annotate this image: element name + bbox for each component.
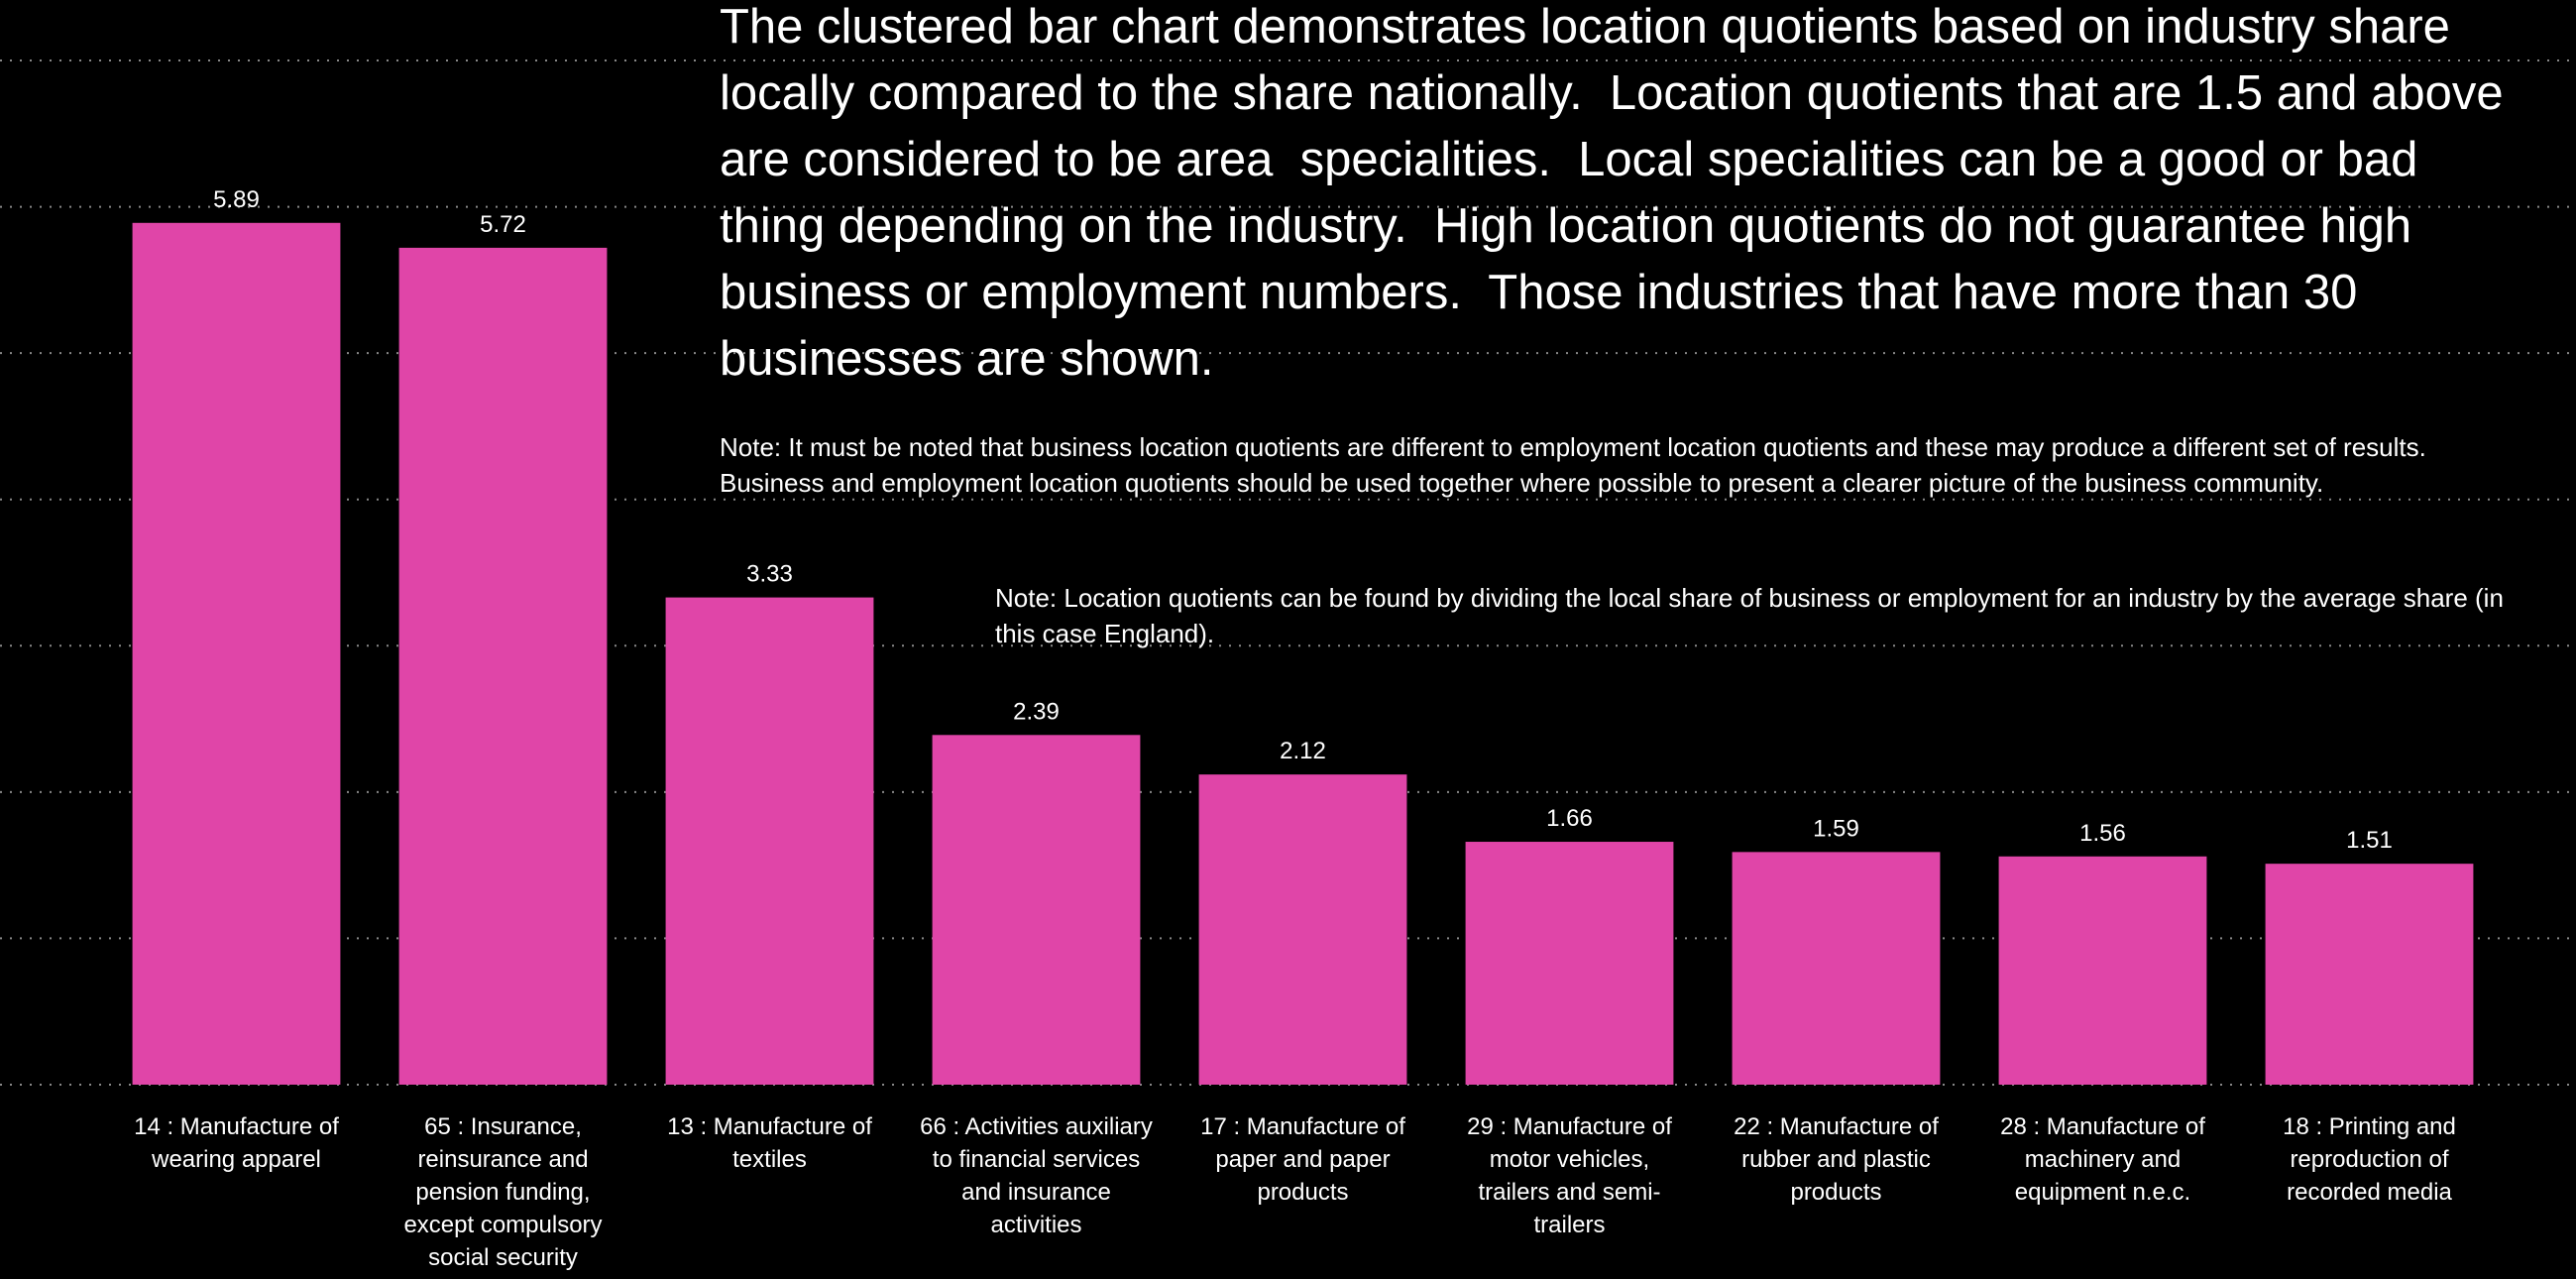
data-label: 2.12 (1280, 738, 1326, 764)
data-label: 1.66 (1546, 805, 1593, 832)
description: The clustered bar chart demonstrates loc… (720, 0, 2518, 386)
bar (1198, 774, 1407, 1085)
x-tick-label: 22 : Manufacture of rubber and plastic p… (1734, 1113, 1939, 1206)
data-label: 5.72 (480, 211, 526, 238)
data-label: 1.51 (2346, 827, 2393, 854)
data-label: 1.56 (2079, 820, 2126, 847)
bar (398, 247, 608, 1086)
bar (1465, 842, 1674, 1085)
data-label: 1.59 (1813, 815, 1859, 842)
data-label: 5.89 (213, 186, 260, 213)
x-tick-label: 18 : Printing and reproduction of record… (2283, 1113, 2456, 1206)
data-label: 2.39 (1013, 698, 1060, 725)
bar (2265, 864, 2474, 1085)
x-tick-label: 17 : Manufacture of paper and paper prod… (1200, 1113, 1405, 1206)
bar (1998, 856, 2207, 1085)
x-tick-label: 13 : Manufacture of textiles (667, 1113, 872, 1173)
x-tick-label: 29 : Manufacture of motor vehicles, trai… (1467, 1113, 1672, 1238)
note: Note: It must be noted that business loc… (720, 432, 2441, 498)
x-tick-label: 66 : Activities auxiliary to financial s… (920, 1113, 1153, 1238)
data-label: 3.33 (746, 561, 793, 588)
bar (932, 735, 1141, 1085)
note: Note: Location quotients can be found by… (995, 583, 2512, 648)
bar (132, 222, 341, 1085)
x-tick-label: 65 : Insurance, reinsurance and pension … (403, 1113, 603, 1271)
x-tick-label: 28 : Manufacture of machinery and equipm… (2000, 1113, 2205, 1206)
bar (1732, 852, 1941, 1085)
bar (665, 597, 874, 1085)
x-tick-label: 14 : Manufacture of wearing apparel (134, 1113, 339, 1173)
